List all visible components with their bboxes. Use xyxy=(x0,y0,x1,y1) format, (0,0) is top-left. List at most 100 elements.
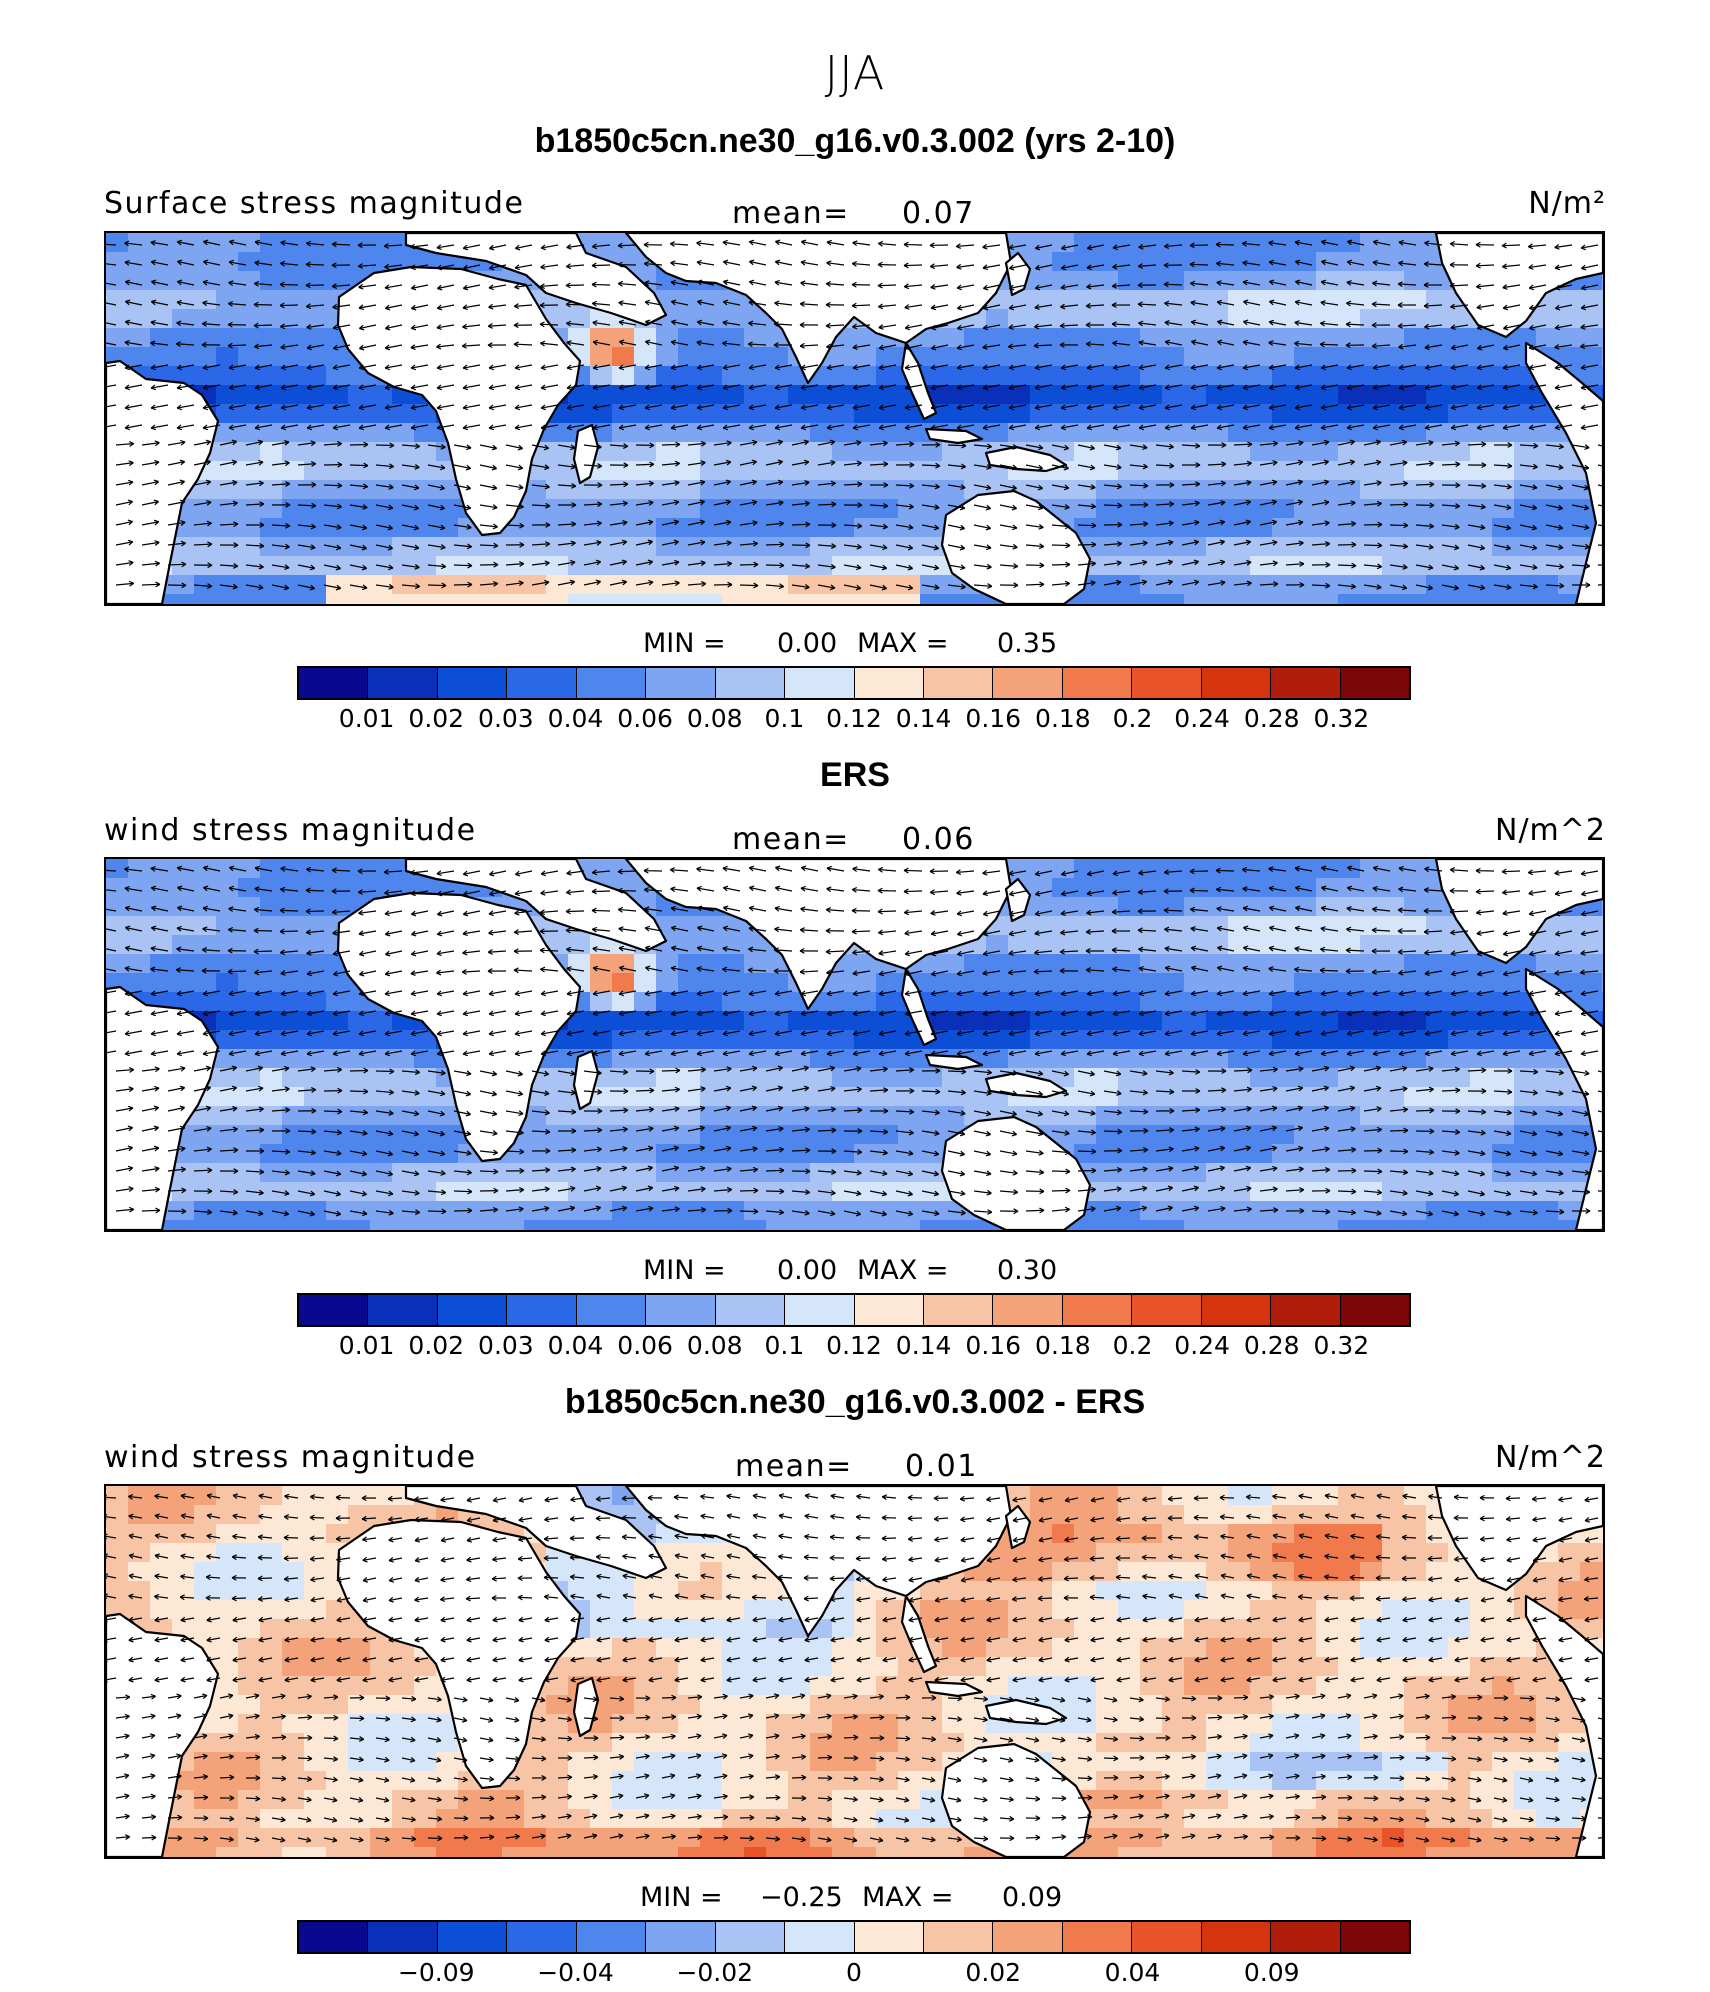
field-cell xyxy=(1118,385,1141,405)
field-cell xyxy=(1162,366,1185,386)
field-cell xyxy=(172,973,195,993)
field-cell xyxy=(1514,1163,1537,1183)
field-cell xyxy=(1382,1220,1405,1230)
field-cell xyxy=(1206,1182,1229,1202)
field-cell xyxy=(1558,480,1581,500)
field-cell xyxy=(260,1144,283,1164)
field-cell xyxy=(832,594,855,604)
field-cell xyxy=(216,575,239,595)
field-cell xyxy=(216,271,239,291)
field-cell xyxy=(678,1125,701,1145)
field-cell xyxy=(810,480,833,500)
field-cell xyxy=(304,897,327,917)
field-cell xyxy=(920,1125,943,1145)
field-cell xyxy=(1426,1106,1449,1126)
field-cell xyxy=(1360,271,1383,291)
field-cell xyxy=(1272,233,1295,253)
field-cell xyxy=(1228,290,1251,310)
field-cell xyxy=(898,537,921,557)
field-cell xyxy=(1338,594,1361,604)
field-cell xyxy=(678,347,701,367)
field-cell xyxy=(722,973,745,993)
field-cell xyxy=(1360,423,1383,443)
field-cell xyxy=(1448,1220,1471,1230)
field-cell xyxy=(678,992,701,1012)
field-cell xyxy=(854,1201,877,1221)
field-cell xyxy=(722,518,745,538)
field-cell xyxy=(678,518,701,538)
field-cell xyxy=(876,973,899,993)
field-cell xyxy=(1404,878,1427,898)
field-cell xyxy=(832,1125,855,1145)
field-cell xyxy=(1558,328,1581,348)
field-cell xyxy=(1074,973,1097,993)
field-cell xyxy=(1140,594,1163,604)
wind-arrow xyxy=(428,585,446,586)
field-cell xyxy=(788,442,811,462)
field-cell xyxy=(1162,1163,1185,1183)
field-cell xyxy=(634,556,657,576)
field-cell xyxy=(1470,1106,1493,1126)
wind-arrow xyxy=(566,304,584,305)
field-cell xyxy=(1536,518,1559,538)
field-cell xyxy=(1492,1144,1515,1164)
field-cell xyxy=(546,1182,569,1202)
field-cell xyxy=(1118,271,1141,291)
field-cell xyxy=(370,233,393,253)
field-cell xyxy=(304,1144,327,1164)
field-cell xyxy=(1118,1087,1141,1107)
field-cell xyxy=(876,499,899,519)
field-cell xyxy=(1074,1011,1097,1031)
field-cell xyxy=(1162,935,1185,955)
field-cell xyxy=(1250,1125,1273,1145)
field-cell xyxy=(722,461,745,481)
field-cell xyxy=(348,252,371,272)
field-cell xyxy=(1118,973,1141,993)
field-cell xyxy=(1096,442,1119,462)
field-cell xyxy=(238,1201,261,1221)
colorbar-swatch xyxy=(646,668,715,698)
field-cell xyxy=(414,461,437,481)
wind-arrow xyxy=(228,345,246,346)
field-cell xyxy=(260,916,283,936)
field-cell xyxy=(1272,1182,1295,1202)
field-cell xyxy=(766,518,789,538)
field-cell xyxy=(1360,347,1383,367)
field-cell xyxy=(238,1144,261,1164)
field-cell xyxy=(1382,480,1405,500)
field-cell xyxy=(1118,1163,1141,1183)
field-cell xyxy=(348,499,371,519)
field-cell xyxy=(876,1125,899,1145)
field-cell xyxy=(1206,328,1229,348)
field-cell xyxy=(238,480,261,500)
panel-1-min-value: 0.00 xyxy=(777,628,837,659)
field-cell xyxy=(1492,518,1515,538)
field-cell xyxy=(854,594,877,604)
field-cell xyxy=(854,499,877,519)
field-cell xyxy=(150,290,173,310)
field-cell xyxy=(590,233,613,253)
field-cell xyxy=(106,916,129,936)
field-cell xyxy=(1316,290,1339,310)
field-cell xyxy=(1404,252,1427,272)
wind-arrow xyxy=(1502,245,1520,246)
field-cell xyxy=(1096,594,1119,604)
panel-2-map xyxy=(104,857,1605,1232)
field-cell xyxy=(1030,233,1053,253)
field-cell xyxy=(260,233,283,253)
colorbar-tick-label: 0.16 xyxy=(965,704,1021,733)
field-cell xyxy=(898,1087,921,1107)
wind-arrow xyxy=(592,265,610,266)
field-cell xyxy=(590,859,613,879)
field-cell xyxy=(304,347,327,367)
field-cell xyxy=(282,347,305,367)
field-cell xyxy=(1074,916,1097,936)
field-cell xyxy=(832,442,855,462)
field-cell xyxy=(942,328,965,348)
field-cell xyxy=(282,252,305,272)
field-cell xyxy=(590,537,613,557)
field-cell xyxy=(1272,973,1295,993)
field-cell xyxy=(1118,480,1141,500)
field-cell xyxy=(1426,1144,1449,1164)
field-cell xyxy=(502,1220,525,1230)
